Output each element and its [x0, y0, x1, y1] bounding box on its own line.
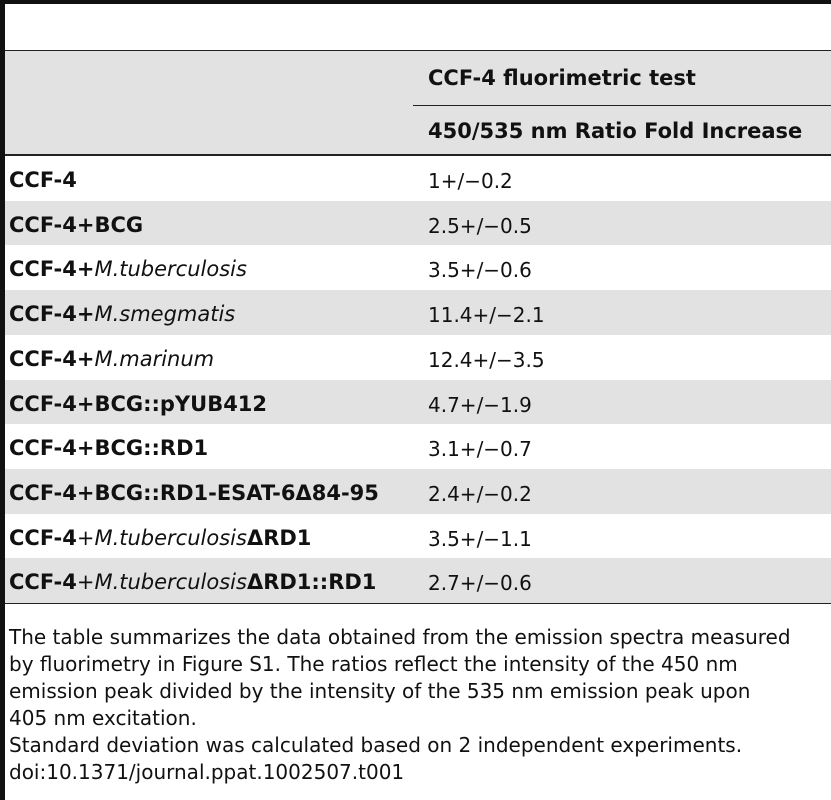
row-label: CCF-4+M.marinum — [9, 346, 215, 371]
sub-header: 450/535 nm Ratio Fold Increase — [428, 119, 803, 143]
row-label-part-a: CCF-4+ — [9, 346, 95, 371]
row-value: 2.5+/−0.5 — [428, 213, 532, 238]
row-label-part-a: CCF-4+ — [9, 302, 95, 327]
row-shade — [5, 379, 831, 425]
row-value: 3.1+/−0.7 — [428, 437, 532, 462]
footnote-line-1: The table summarizes the data obtained f… — [9, 625, 791, 649]
row-label-part-b: +M.tuberculosis — [76, 570, 247, 595]
row-label: CCF-4+M.tuberculosisΔRD1::RD1 — [9, 572, 376, 593]
row-label-part-a: CCF-4 — [9, 168, 77, 192]
footnote-line-4: 405 nm excitation. — [9, 706, 197, 730]
row-label-part-a: CCF-4+ — [9, 257, 95, 282]
footnote-line-2: by fluorimetry in Figure S1. The ratios … — [9, 652, 738, 676]
row-label: CCF-4+BCG::RD1 — [9, 438, 208, 459]
top-border — [0, 0, 831, 4]
row-label-part-a: CCF-4+BCG::RD1 — [9, 436, 209, 461]
row-value: 1+/−0.2 — [428, 169, 513, 193]
row-value: 3.5+/−1.1 — [428, 526, 532, 551]
row-label-part-b: M.smegmatis — [94, 302, 236, 327]
row-value: 4.7+/−1.9 — [428, 392, 532, 417]
table-bottom-rule — [5, 603, 831, 604]
header-top-rule — [5, 50, 831, 51]
row-label-part-a: CCF-4+BCG::pYUB412 — [9, 391, 268, 416]
row-label: CCF-4 — [9, 170, 77, 191]
group-header: CCF-4 fluorimetric test — [428, 66, 696, 90]
row-label: CCF-4+BCG::RD1-ESAT-6Δ84-95 — [9, 480, 379, 505]
row-label-part-a: CCF-4 — [9, 570, 77, 595]
row-value: 2.7+/−0.6 — [428, 571, 532, 596]
row-label-part-c: ΔRD1::RD1 — [246, 570, 377, 595]
row-shade — [5, 290, 831, 335]
row-value: 2.4+/−0.2 — [428, 481, 532, 506]
row-value: 12.4+/−3.5 — [428, 347, 545, 372]
footnote-line-5: Standard deviation was calculated based … — [9, 733, 743, 757]
doi: doi:10.1371/journal.ppat.1002507.t001 — [9, 760, 405, 784]
row-shade — [5, 468, 831, 514]
row-label-part-a: CCF-4 — [9, 525, 77, 550]
row-label: CCF-4+M.tuberculosisΔRD1 — [9, 525, 312, 550]
footnote-line-3: emission peak divided by the intensity o… — [9, 679, 751, 703]
left-border — [0, 0, 5, 800]
row-value: 3.5+/−0.6 — [428, 258, 532, 283]
row-label-part-b: M.tuberculosis — [94, 257, 247, 282]
row-label-part-b: +M.tuberculosis — [76, 525, 247, 550]
header-bottom-rule — [5, 154, 831, 156]
row-value: 11.4+/−2.1 — [428, 303, 545, 328]
row-label: CCF-4+M.tuberculosis — [9, 259, 247, 280]
row-label-part-a: CCF-4+BCG::RD1-ESAT-6Δ84-95 — [9, 480, 379, 505]
row-label-part-a: CCF-4+BCG — [9, 212, 144, 237]
row-shade — [5, 200, 831, 246]
row-label-part-c: ΔRD1 — [246, 525, 312, 550]
row-label: CCF-4+BCG::pYUB412 — [9, 391, 268, 416]
row-label: CCF-4+BCG — [9, 212, 144, 237]
header-shade — [5, 51, 831, 155]
row-label: CCF-4+M.smegmatis — [9, 304, 235, 325]
row-shade — [5, 558, 831, 603]
row-label-part-b: M.marinum — [94, 346, 215, 371]
group-header-underline — [413, 105, 831, 106]
